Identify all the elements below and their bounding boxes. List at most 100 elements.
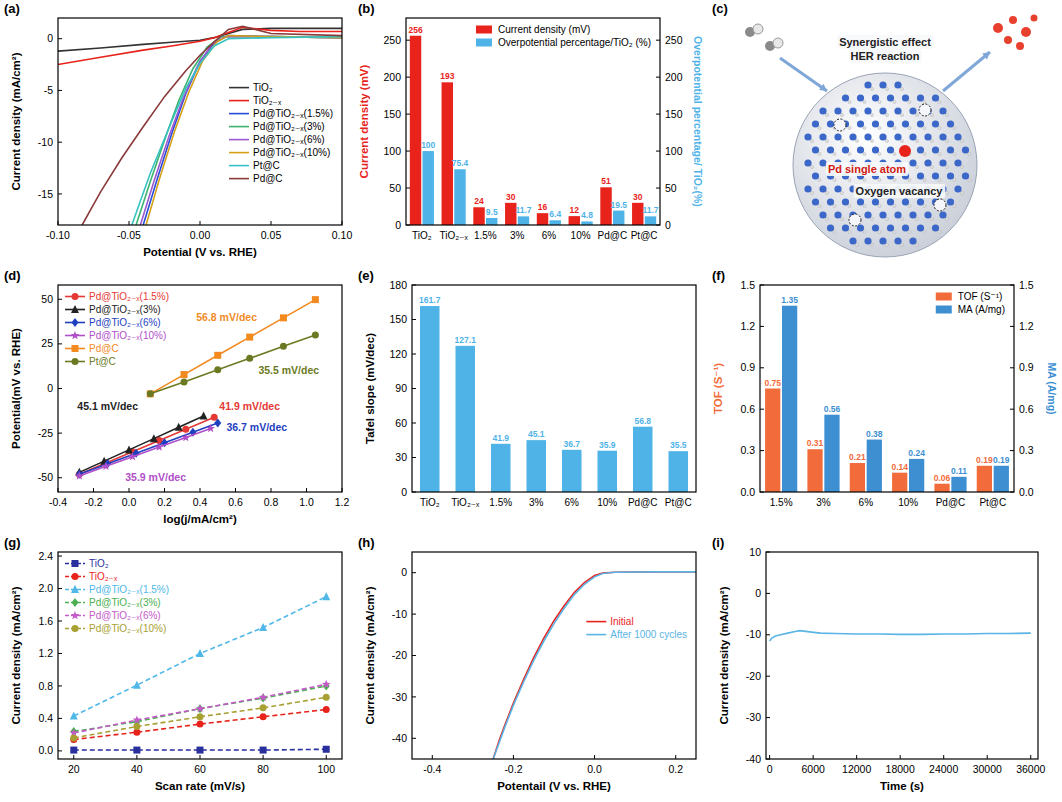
- legend-marker: [72, 560, 79, 567]
- y-axis-title: Current density (mA/cm²): [718, 586, 730, 724]
- lattice-atom: [879, 107, 886, 114]
- x-tick-label: 6000: [801, 763, 825, 775]
- lattice-atom: [902, 224, 909, 231]
- legend-swatch: [476, 39, 492, 47]
- data-point: [322, 592, 330, 600]
- series-line: [74, 597, 326, 716]
- panel-label: (i): [712, 535, 724, 550]
- x-tick-label: 24000: [929, 763, 958, 775]
- lattice-atom: [857, 120, 864, 127]
- data-point: [312, 331, 319, 338]
- lattice-atom: [804, 133, 811, 140]
- legend-label: TiO₂: [89, 558, 109, 569]
- x-tick-label: -0.05: [117, 229, 141, 241]
- x-tick-label: 0.0: [122, 496, 137, 508]
- data-label: 256: [408, 25, 422, 35]
- oxygen-atom: [818, 205, 821, 208]
- oxygen-atom: [931, 166, 934, 169]
- legend-swatch: [936, 293, 952, 301]
- legend: TiO₂TiO₂₋ₓPd@TiO₂₋ₓ(1.5%)Pd@TiO₂₋ₓ(3%)Pd…: [65, 558, 169, 634]
- lattice-atom: [909, 107, 916, 114]
- legend-marker: [71, 585, 79, 593]
- oxygen-atom: [916, 140, 919, 143]
- legend-line: [229, 113, 249, 115]
- oxygen-vacancy: [849, 214, 861, 226]
- panel-scatter: (g)204060801000.00.40.81.21.62.02.4Scan …: [4, 535, 342, 792]
- lattice-atom: [819, 159, 826, 166]
- legend-label: TiO₂₋ₓ: [253, 95, 282, 106]
- y-tick-label: 2.4: [38, 550, 53, 562]
- oxygen-atom: [856, 244, 859, 247]
- bar: [454, 169, 465, 225]
- lattice-atom: [939, 159, 946, 166]
- data-label: 41.9: [492, 433, 509, 443]
- oxygen-atom: [893, 101, 896, 104]
- lattice-atom: [887, 146, 894, 153]
- series-line: [79, 417, 214, 474]
- lattice-atom: [872, 94, 879, 101]
- legend-marker: [72, 293, 79, 300]
- data-point: [323, 746, 330, 753]
- panel-bar: (f)0.00.30.60.91.21.50.00.30.60.91.21.51…: [712, 268, 1058, 508]
- lattice-atom: [872, 224, 879, 231]
- y-tick-label: 0.0: [1019, 486, 1034, 498]
- oxygen-atom: [856, 140, 859, 143]
- data-label: 6.4: [549, 209, 561, 219]
- y-tick-label: 0.0: [740, 486, 755, 498]
- lattice-atom: [932, 224, 939, 231]
- data-label: 9.5: [486, 207, 498, 217]
- x-axis-title: Time (s): [880, 780, 924, 792]
- y-tick-label: -10: [392, 608, 407, 620]
- lattice-atom: [879, 211, 886, 218]
- bar: [850, 463, 865, 492]
- data-label: 100: [421, 140, 435, 150]
- data-point: [70, 747, 77, 754]
- data-labels: 25619324301612513010075.49.511.76.44.819…: [408, 25, 658, 221]
- data-point: [175, 423, 183, 431]
- lattice-atom: [834, 211, 841, 218]
- legend-line: [229, 178, 249, 180]
- x-tick-label: 3%: [529, 497, 544, 508]
- data-label: 56.8: [634, 416, 651, 426]
- annotation: 35.9 mV/dec: [125, 471, 186, 483]
- x-tick-label: 3%: [510, 230, 525, 241]
- data-point: [147, 390, 154, 397]
- oxygen-atom: [923, 153, 926, 156]
- y-tick-label: 0.9: [740, 361, 755, 373]
- lattice-atom: [947, 120, 954, 127]
- legend-line: [229, 165, 249, 167]
- oxygen-atom: [878, 101, 881, 104]
- lattice-atom: [954, 159, 961, 166]
- oxygen-atom: [878, 179, 881, 182]
- data-labels: 0.750.310.210.140.060.191.350.560.380.24…: [764, 295, 1009, 483]
- y-tick-label: -10: [38, 136, 53, 148]
- y-axis-title: Potential(mV vs. RHE): [10, 328, 22, 449]
- x-tick-label: -0.10: [46, 229, 70, 241]
- x-tick-label: 1.2: [335, 496, 350, 508]
- x-tick-label: 30000: [973, 763, 1002, 775]
- bar: [909, 459, 924, 492]
- bar: [420, 306, 440, 492]
- y-tick-label: 0.3: [1019, 444, 1034, 456]
- bar: [934, 484, 949, 492]
- oxygen-atom: [833, 153, 836, 156]
- data-label: 75.4: [452, 158, 469, 168]
- x-axis-title: Scan rate (mV/s): [155, 780, 245, 792]
- legend-label: Pd@C: [89, 343, 119, 354]
- lattice-atom: [857, 198, 864, 205]
- x-tick-label: TiO₂: [412, 230, 432, 241]
- oxygen-atom: [916, 114, 919, 117]
- legend-label: TiO₂: [253, 82, 273, 93]
- panel-bar: (b)050100150200250050100150200250TiO₂TiO…: [358, 1, 704, 241]
- annotation: 35.5 mV/dec: [258, 364, 319, 376]
- bar: [526, 440, 546, 492]
- oxygen-atom: [953, 179, 956, 182]
- data-label: 0.24: [908, 448, 925, 458]
- y-axis-title: Current density (mA/cm²): [10, 52, 22, 190]
- oxygen-atom: [908, 231, 911, 234]
- plot-frame: [412, 285, 696, 492]
- plot-frame: [58, 552, 342, 759]
- data-point: [214, 366, 221, 373]
- data-point: [211, 414, 218, 421]
- bar: [423, 151, 434, 225]
